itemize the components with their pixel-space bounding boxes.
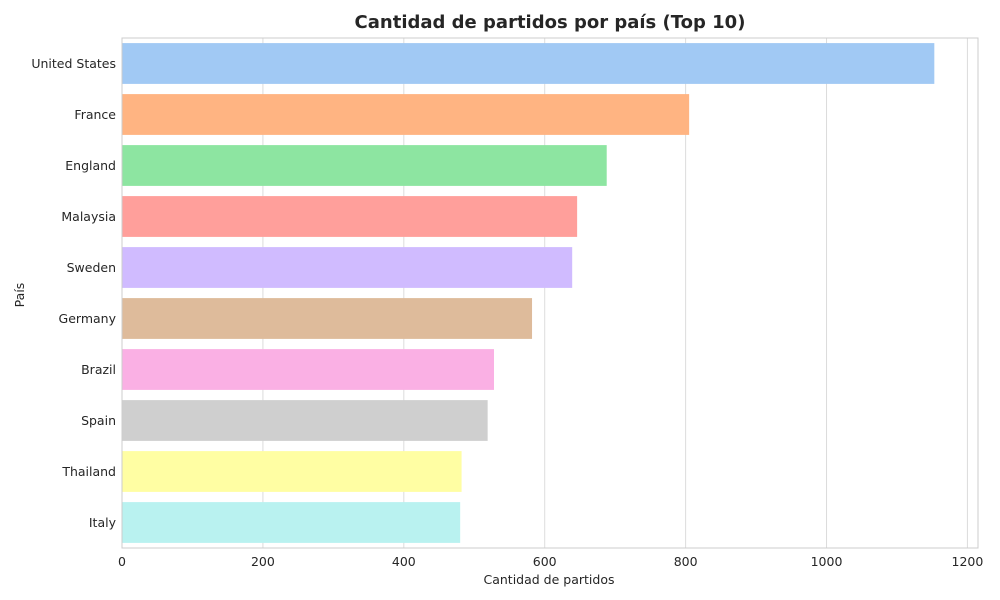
bar bbox=[122, 400, 488, 441]
y-tick-label: Thailand bbox=[61, 464, 116, 479]
chart-title: Cantidad de partidos por país (Top 10) bbox=[355, 12, 746, 33]
bar bbox=[122, 247, 573, 288]
x-tick-labels: 0 200 400 600 800 1000 1200 bbox=[118, 554, 983, 569]
bar bbox=[122, 43, 935, 84]
y-tick-label: Italy bbox=[89, 515, 117, 530]
y-tick-label: France bbox=[74, 107, 116, 122]
y-axis-label: País bbox=[12, 283, 27, 308]
bar bbox=[122, 451, 462, 492]
y-tick-label: United States bbox=[31, 56, 116, 71]
bar bbox=[122, 196, 578, 237]
bar bbox=[122, 94, 690, 135]
x-axis-label: Cantidad de partidos bbox=[484, 572, 615, 587]
bar bbox=[122, 349, 494, 390]
x-tick-label: 400 bbox=[392, 554, 416, 569]
x-tick-label: 1000 bbox=[811, 554, 843, 569]
y-tick-label: Spain bbox=[81, 413, 116, 428]
y-tick-label: Sweden bbox=[67, 260, 116, 275]
y-tick-label: Brazil bbox=[81, 362, 116, 377]
y-tick-label: England bbox=[65, 158, 116, 173]
x-tick-label: 0 bbox=[118, 554, 126, 569]
x-tick-label: 200 bbox=[251, 554, 275, 569]
bar bbox=[122, 145, 607, 186]
bar bbox=[122, 298, 533, 339]
bars bbox=[122, 43, 935, 543]
plot-frame bbox=[121, 37, 979, 549]
y-tick-label: Malaysia bbox=[61, 209, 116, 224]
y-tick-labels: United States France England Malaysia Sweden… bbox=[31, 56, 116, 530]
y-tick-label: Germany bbox=[59, 311, 117, 326]
x-tick-label: 1200 bbox=[952, 554, 984, 569]
x-tick-label: 600 bbox=[533, 554, 557, 569]
bar bbox=[122, 502, 461, 543]
x-tick-label: 800 bbox=[674, 554, 698, 569]
